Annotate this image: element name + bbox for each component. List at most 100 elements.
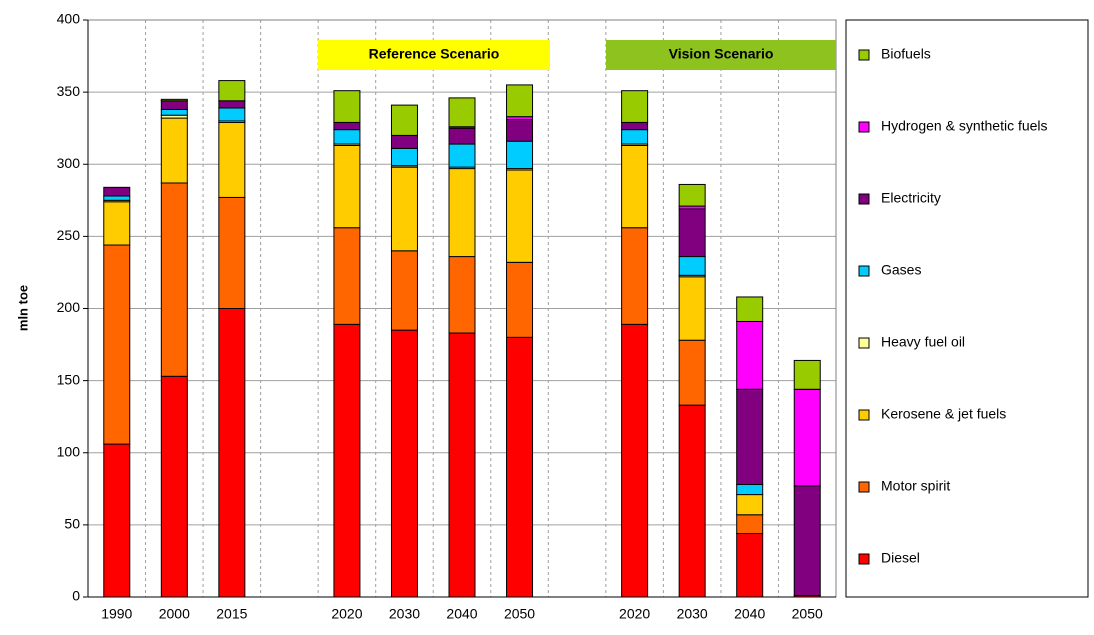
bar-segment <box>506 261 534 338</box>
legend-swatch <box>858 481 870 493</box>
bar-segment <box>678 208 706 258</box>
bar-segment <box>390 166 418 252</box>
y-tick-label: 400 <box>57 11 81 27</box>
legend-label: Electricity <box>881 190 941 206</box>
legend-label: Heavy fuel oil <box>881 334 965 350</box>
bar-segment <box>736 483 764 496</box>
bar-segment <box>736 494 764 516</box>
bar-segment <box>218 196 246 310</box>
bar-segment <box>506 140 534 170</box>
legend-swatch <box>858 553 870 565</box>
bar-segment <box>678 339 706 406</box>
annotation-text: Vision Scenario <box>669 46 774 62</box>
bar-segment <box>736 533 764 598</box>
bar-segment <box>103 443 131 598</box>
legend-label: Hydrogen & synthetic fuels <box>881 118 1048 134</box>
bar-segment <box>390 104 418 136</box>
legend-label: Kerosene & jet fuels <box>881 406 1006 422</box>
bar-segment <box>506 169 534 263</box>
bar-segment <box>793 485 821 597</box>
y-tick-label: 100 <box>57 443 81 459</box>
bar-segment <box>390 147 418 167</box>
bar-segment <box>333 323 361 598</box>
annotation-box <box>606 40 836 70</box>
x-tick-label: 2000 <box>159 606 190 622</box>
bar-segment <box>506 119 534 142</box>
bar-segment <box>333 129 361 145</box>
x-tick-label: 2040 <box>446 606 477 622</box>
bar-segment <box>218 100 246 109</box>
y-tick-label: 150 <box>57 371 81 387</box>
x-tick-label: 2020 <box>331 606 362 622</box>
bar-segment <box>160 108 188 116</box>
bar-segment <box>678 276 706 341</box>
bar-segment <box>103 195 131 201</box>
legend-swatch <box>858 265 870 277</box>
annotation-text: Reference Scenario <box>369 46 500 62</box>
bar-segment <box>160 100 188 110</box>
y-tick-label: 250 <box>57 227 81 243</box>
bar-segment <box>390 250 418 331</box>
bar-segment <box>621 144 649 229</box>
legend-swatch <box>858 121 870 133</box>
bar-segment <box>793 388 821 487</box>
legend-swatch <box>858 49 870 61</box>
bar-segment <box>448 168 476 258</box>
bar-segment <box>621 323 649 598</box>
bar-segment <box>160 375 188 598</box>
y-tick-label: 50 <box>64 516 80 532</box>
legend-label: Gases <box>881 262 921 278</box>
bar-segment <box>736 320 764 390</box>
legend-swatch <box>858 193 870 205</box>
bar-segment <box>621 121 649 131</box>
bar-segment <box>160 117 188 184</box>
bar-segment <box>736 388 764 485</box>
bar-segment <box>448 143 476 168</box>
y-tick-label: 200 <box>57 299 81 315</box>
bar-segment <box>736 514 764 535</box>
y-tick-label: 300 <box>57 155 81 171</box>
bar-segment <box>448 97 476 128</box>
x-tick-label: 2020 <box>619 606 650 622</box>
legend-label: Biofuels <box>881 46 931 62</box>
bar-segment <box>793 359 821 390</box>
bar-segment <box>621 129 649 145</box>
bar-segment <box>621 90 649 123</box>
bar-segment <box>333 90 361 123</box>
legend-label: Motor spirit <box>881 478 950 494</box>
x-tick-label: 2050 <box>504 606 535 622</box>
bar-segment <box>103 186 131 197</box>
legend-box <box>845 19 1089 598</box>
bar-segment <box>448 256 476 334</box>
bar-segment <box>448 127 476 145</box>
x-tick-label: 2040 <box>734 606 765 622</box>
bar-segment <box>218 107 246 122</box>
legend-label: Diesel <box>881 550 920 566</box>
x-tick-label: 2030 <box>677 606 708 622</box>
bar-segment <box>390 329 418 598</box>
bar-segment <box>678 256 706 276</box>
x-tick-label: 2015 <box>216 606 247 622</box>
bar-segment <box>218 80 246 102</box>
legend-swatch <box>858 409 870 421</box>
bar-segment <box>160 98 188 102</box>
bar-segment <box>333 144 361 229</box>
bar-segment <box>678 404 706 598</box>
bar-segment <box>506 336 534 598</box>
x-tick-label: 1990 <box>101 606 132 622</box>
bar-segment <box>678 183 706 207</box>
y-axis-label: mln toe <box>15 285 30 331</box>
bar-segment <box>621 227 649 325</box>
y-tick-label: 0 <box>72 588 80 604</box>
bar-segment <box>506 84 534 118</box>
bar-segment <box>103 244 131 445</box>
bar-segment <box>218 121 246 198</box>
legend-swatch <box>858 337 870 349</box>
x-tick-label: 2030 <box>389 606 420 622</box>
x-tick-label: 2050 <box>792 606 823 622</box>
y-tick-label: 350 <box>57 83 81 99</box>
bar-segment <box>333 227 361 325</box>
bar-segment <box>103 201 131 246</box>
bar-segment <box>448 332 476 598</box>
